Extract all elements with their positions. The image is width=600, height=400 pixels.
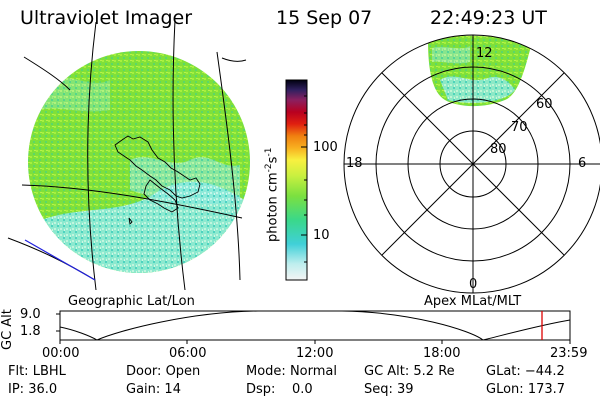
status-glat: GLat: −44.2: [486, 364, 565, 379]
instrument-title: Ultraviolet Imager: [20, 7, 193, 29]
altitude-xtick-0600: 06:00: [169, 346, 207, 361]
status-ip: IP: 36.0: [8, 382, 58, 397]
mlat-label-70: 70: [511, 120, 528, 135]
status-mode: Mode: Normal: [246, 364, 337, 379]
time-text: 22:49:23 UT: [430, 7, 547, 29]
uv-image-disk: [7, 19, 250, 291]
altitude-ytick-1-8: 1.8: [20, 324, 41, 339]
colorbar-tick-100: 100: [313, 140, 338, 155]
polar-plot: [343, 34, 600, 294]
altitude-plot: [56, 310, 571, 344]
status-gc-alt: GC Alt: 5.2 Re: [364, 364, 455, 379]
altitude-xtick-0000: 00:00: [42, 346, 80, 361]
altitude-xtick-1800: 18:00: [423, 346, 461, 361]
geographic-label: Geographic Lat/Lon: [68, 294, 195, 309]
mlt-label-6: 6: [578, 156, 587, 171]
mlt-label-0: 0: [469, 277, 478, 292]
altitude-xtick-1200: 12:00: [296, 346, 334, 361]
altitude-ylabel: GC Alt: [0, 309, 15, 350]
status-seq: Seq: 39: [364, 382, 414, 397]
date-text: 15 Sep 07: [276, 7, 373, 29]
status-door: Door: Open: [126, 364, 201, 379]
status-gain: Gain: 14: [126, 382, 181, 397]
colorbar: [285, 79, 308, 281]
apex-label: Apex MLat/MLT: [424, 294, 522, 309]
altitude-xtick-2359: 23:59: [550, 346, 588, 361]
status-glon: GLon: 173.7: [486, 382, 566, 397]
mlat-label-60: 60: [536, 97, 553, 112]
status-flt: Flt: LBHL: [8, 364, 66, 379]
altitude-ytick-9: 9.0: [20, 307, 41, 322]
status-dsp: Dsp: 0.0: [246, 382, 313, 397]
mlat-label-80: 80: [490, 142, 507, 157]
mlt-label-18: 18: [346, 156, 363, 171]
colorbar-tick-10: 10: [313, 228, 330, 243]
colorbar-unit-label: photon cm-2s-1: [264, 147, 281, 242]
mlt-label-12: 12: [476, 46, 493, 61]
